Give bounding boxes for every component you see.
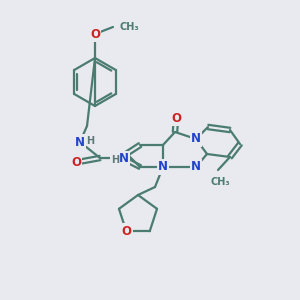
Text: O: O bbox=[171, 112, 181, 124]
Text: N: N bbox=[191, 160, 201, 173]
Text: N: N bbox=[75, 136, 85, 148]
Text: H: H bbox=[86, 136, 94, 146]
Text: N: N bbox=[119, 152, 129, 166]
Text: H: H bbox=[111, 155, 119, 165]
Text: O: O bbox=[71, 155, 81, 169]
Text: N: N bbox=[158, 160, 168, 173]
Text: O: O bbox=[121, 225, 131, 238]
Text: O: O bbox=[90, 28, 100, 40]
Text: CH₃: CH₃ bbox=[210, 177, 230, 187]
Text: CH₃: CH₃ bbox=[119, 22, 139, 32]
Text: N: N bbox=[191, 133, 201, 146]
